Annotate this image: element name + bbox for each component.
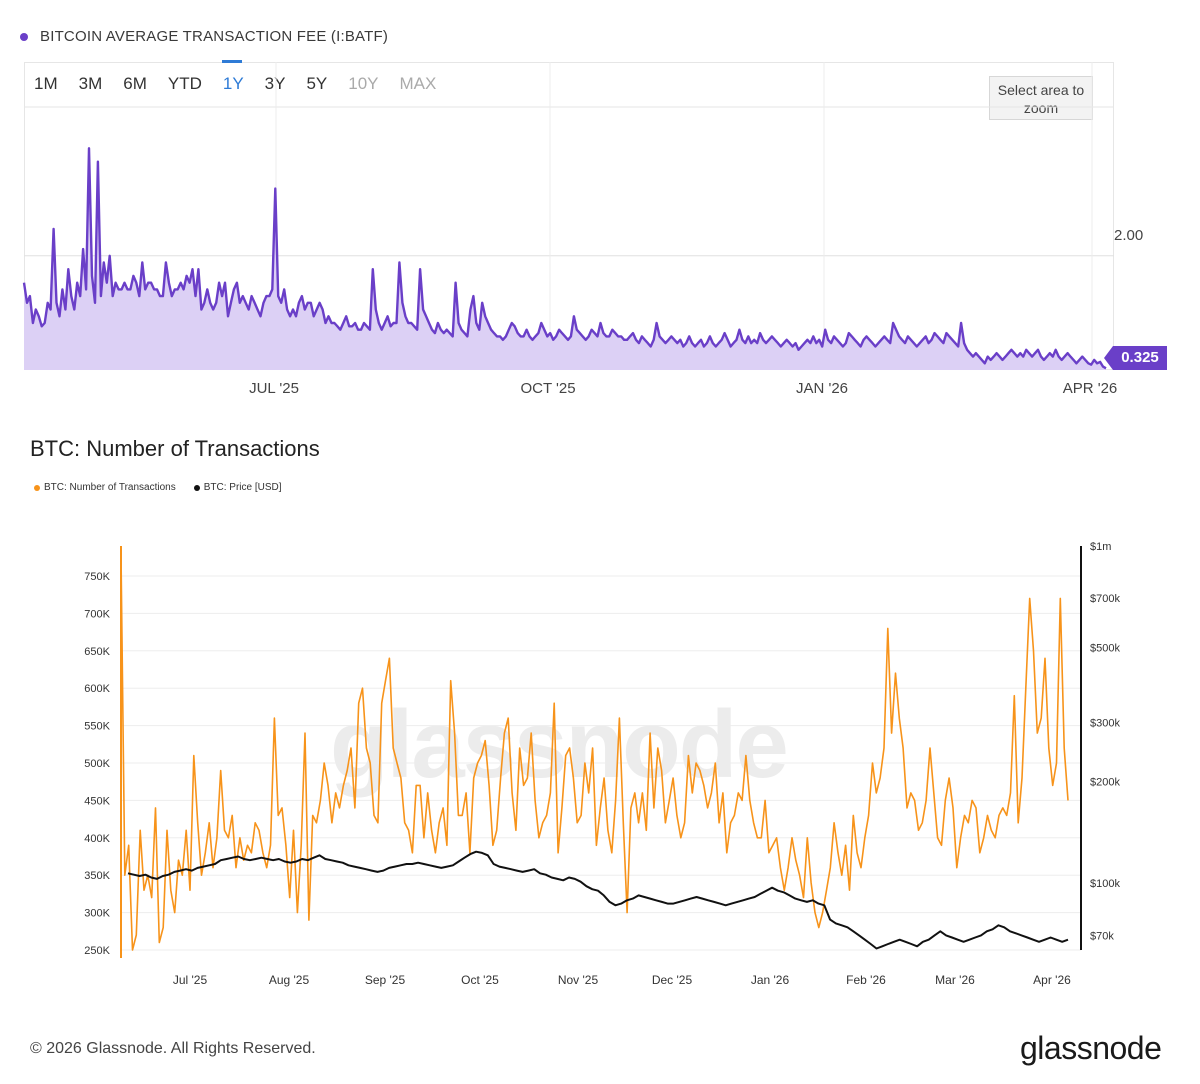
series-dot-icon: [20, 32, 28, 41]
x-tick-label: Apr '26: [1033, 973, 1071, 987]
legend-label: BTC: Number of Transactions: [44, 482, 176, 493]
transactions-chart[interactable]: 250K 300K 350K 400K 450K 500K 550K 600K 650K 700K…: [0, 530, 1200, 1000]
y-left-tick-label: 350K: [84, 870, 110, 882]
y-right-tick-label: $200k: [1090, 777, 1120, 789]
legend-label: BTC: Price [USD]: [203, 482, 282, 493]
legend-item-transactions[interactable]: BTC: Number of Transactions: [34, 482, 176, 493]
last-value-badge: 0.325: [1104, 346, 1167, 370]
price-line: [127, 850, 1069, 950]
top-chart-legend: BITCOIN AVERAGE TRANSACTION FEE (I:BATF): [20, 28, 388, 45]
y-left-tick-label: 500K: [84, 758, 110, 770]
range-selector: 1M 3M 6M YTD 1Y 3Y 5Y 10Y MAX: [24, 60, 447, 106]
transactions-dot-icon: [34, 484, 40, 491]
y-right-tick-label: $70k: [1090, 930, 1114, 942]
x-tick-label: APR '26: [1063, 380, 1118, 397]
zoom-hint: Select area to zoom: [989, 76, 1093, 120]
x-tick-label: JAN '26: [796, 380, 848, 397]
y-left-tick-label: 400K: [84, 833, 110, 845]
y-tick-label: 2.00: [1114, 227, 1144, 244]
x-tick-label: OCT '25: [520, 380, 575, 397]
y-left-tick-label: 550K: [84, 721, 110, 733]
x-tick-label: Aug '25: [269, 973, 310, 987]
fee-line: [22, 147, 1107, 370]
x-tick-label: Jan '26: [751, 973, 790, 987]
x-tick-label: Oct '25: [461, 973, 499, 987]
y-left-tick-label: 750K: [84, 571, 110, 583]
brand-logo: glassnode: [1020, 1030, 1162, 1066]
x-tick-label: Mar '26: [935, 973, 975, 987]
y-right-tick-label: $700k: [1090, 593, 1120, 605]
x-tick-label: Sep '25: [365, 973, 406, 987]
range-button-6m[interactable]: 6M: [123, 74, 147, 93]
transactions-line: [120, 553, 1069, 951]
y-left-tick-label: 650K: [84, 646, 110, 658]
y-right-tick-label: $100k: [1090, 878, 1120, 890]
y-left-tick-label: 700K: [84, 608, 110, 620]
x-tick-label: Jul '25: [173, 973, 208, 987]
y-right-tick-label: $1m: [1090, 541, 1111, 553]
range-button-5y[interactable]: 5Y: [306, 74, 328, 93]
x-tick-label: Feb '26: [846, 973, 886, 987]
range-button-1y[interactable]: 1Y: [221, 60, 255, 94]
y-left-tick-label: 450K: [84, 795, 110, 807]
x-tick-label: Dec '25: [652, 973, 693, 987]
x-tick-label: JUL '25: [249, 380, 299, 397]
range-button-3m[interactable]: 3M: [78, 74, 103, 93]
fee-area-chart[interactable]: JUL '25 OCT '25 JAN '26 APR '26: [0, 0, 1200, 410]
copyright: © 2026 Glassnode. All Rights Reserved.: [30, 1040, 316, 1057]
price-dot-icon: [193, 484, 200, 491]
range-button-ytd[interactable]: YTD: [167, 74, 202, 93]
range-button-max: MAX: [399, 74, 437, 93]
y-left-tick-label: 600K: [84, 683, 110, 695]
range-button-10y: 10Y: [348, 74, 379, 93]
range-button-3y[interactable]: 3Y: [264, 74, 286, 93]
legend-item-price[interactable]: BTC: Price [USD]: [193, 482, 282, 493]
y-left-tick-label: 300K: [84, 908, 110, 920]
range-button-1m[interactable]: 1M: [34, 74, 58, 93]
page-title: BTC: Number of Transactions: [30, 436, 320, 461]
x-tick-label: Nov '25: [558, 973, 599, 987]
y-right-tick-label: $500k: [1090, 643, 1120, 655]
top-legend-label: BITCOIN AVERAGE TRANSACTION FEE (I:BATF): [40, 28, 389, 45]
y-right-tick-label: $300k: [1090, 717, 1120, 729]
y-left-tick-label: 250K: [84, 945, 110, 957]
bottom-chart-legend: BTC: Number of Transactions BTC: Price […: [34, 482, 300, 493]
